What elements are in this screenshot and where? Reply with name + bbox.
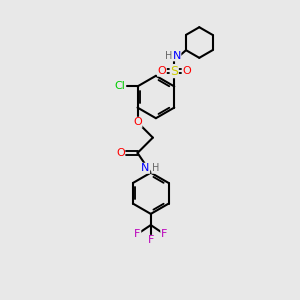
Text: S: S [170,64,178,78]
Text: F: F [161,229,167,239]
Text: O: O [133,117,142,127]
Text: N: N [172,51,181,61]
Text: O: O [182,66,191,76]
Text: H: H [152,163,159,173]
Text: F: F [134,229,141,239]
Text: F: F [148,236,154,245]
Text: H: H [165,51,172,61]
Text: Cl: Cl [114,81,125,92]
Text: N: N [141,163,150,173]
Text: O: O [116,148,125,158]
Text: O: O [158,66,166,76]
